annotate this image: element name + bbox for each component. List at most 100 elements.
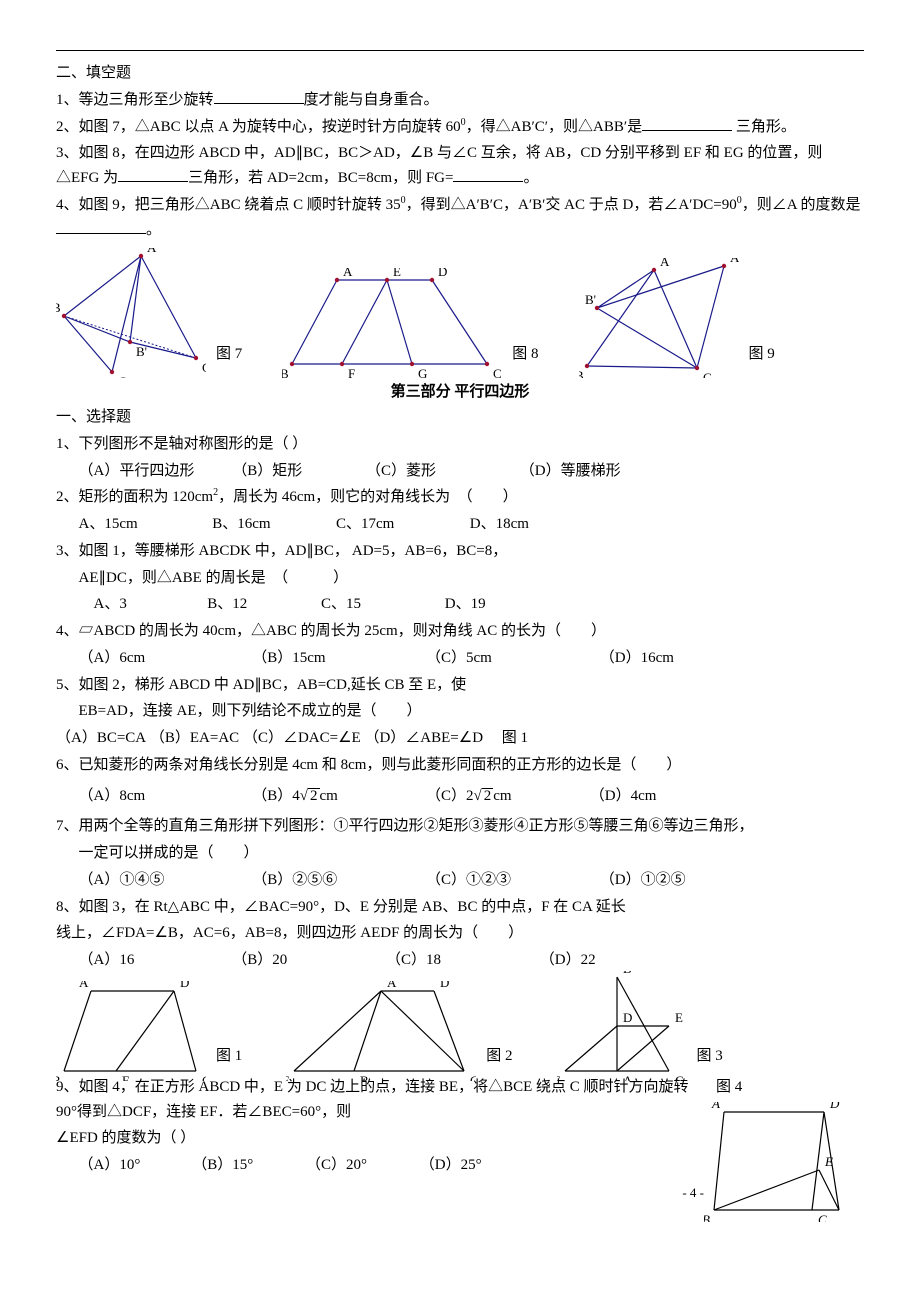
opt-b-pre: （B）4 [252, 784, 300, 809]
mc-q1-opts: （A）平行四边形 （B）矩形 （C）菱形 （D）等腰梯形 [56, 459, 864, 484]
svg-text:A: A [343, 268, 353, 279]
mc-q6: 6、已知菱形的两条对角线长分别是 4cm 和 8cm，则与此菱形同面积的正方形的… [56, 753, 864, 778]
mc-q8a: 8、如图 3，在 Rt△ABC 中，∠BAC=90°，D、E 分别是 AB、BC… [56, 895, 864, 920]
svg-text:B': B' [136, 344, 147, 359]
fill-q1-text: 1、等边三角形至少旋转 [56, 92, 214, 108]
mc-q3-opts: A、3 B、12 C、15 D、19 [56, 592, 864, 617]
opt-d: D、18cm [470, 512, 529, 537]
q2a: 2、矩形的面积为 120cm [56, 489, 213, 505]
q4a: 4、如图 9，把三角形△ABC 绕着点 C 顺时针旋转 35 [56, 197, 401, 213]
fill-q3: 3、如图 8，在四边形 ABCD 中，AD∥BC，BC＞AD，∠B 与∠C 互余… [56, 141, 864, 191]
mc-q1: 1、下列图形不是轴对称图形的是（ ） [56, 432, 864, 457]
opt-a: （A）16 [79, 948, 229, 973]
q3c: 。 [523, 170, 538, 186]
opt-c-pre: （C）2 [426, 784, 474, 809]
fill-heading: 二、填空题 [56, 61, 864, 86]
blank [118, 166, 188, 182]
figb2-svg-slot: ADEBC [286, 981, 476, 1081]
svg-text:E: E [675, 1010, 683, 1025]
opt-a: A、15cm [79, 512, 209, 537]
svg-text:E: E [393, 268, 401, 279]
blank [56, 218, 146, 234]
opt-c: （C）20° [306, 1153, 416, 1178]
mc-q7a: 7、用两个全等的直角三角形拼下列图形：①平行四边形②矩形③菱形④正方形⑤等腰三角… [56, 814, 864, 839]
opt-c-post: cm [493, 784, 511, 809]
figb1-label: 图 1 [216, 1044, 242, 1069]
q3b: 三角形，若 AD=2cm，BC=8cm，则 FG= [188, 170, 453, 186]
fill-q2: 2、如图 7，△ABC 以点 A 为旋转中心，按逆时针方向旋转 600，得△AB… [56, 115, 864, 140]
opt-c: （C）2√2 cm [426, 784, 586, 809]
opt-c: （C）菱形 [366, 459, 516, 484]
opt-b-post: cm [320, 784, 338, 809]
svg-text:D: D [440, 981, 449, 990]
top-figures-row: ABCB'C' 图 7 AEDBFGC 图 8 AA'B'BC 图 9 [56, 248, 864, 378]
sqrt-2: 2 [308, 788, 320, 804]
svg-text:A: A [711, 1102, 720, 1111]
opt-c: （C）①②③ [426, 868, 596, 893]
top-rule [56, 50, 864, 51]
opt-a: （A）①④⑤ [79, 868, 249, 893]
q2b: ，得△AB′C′，则△ABB′是 [466, 119, 643, 135]
mc-q4-opts: （A）6cm （B）15cm （C）5cm （D）16cm [56, 646, 864, 671]
mc-q3b: AE∥DC，则△ABE 的周长是 （ ） [56, 566, 864, 591]
svg-text:E: E [824, 1154, 833, 1169]
figb3-label: 图 3 [697, 1044, 723, 1069]
fig8-svg-slot: AEDBFGC [282, 268, 502, 378]
svg-text:A: A [387, 981, 397, 990]
fig9-label: 图 9 [749, 342, 775, 367]
figb3-svg-slot: BDEFAC [557, 971, 687, 1081]
fill-q1: 1、等边三角形至少旋转 度才能与自身重合。 [56, 88, 864, 113]
fig9-svg-slot: AA'B'BC [579, 258, 739, 378]
svg-text:A': A' [730, 258, 739, 265]
opt-b: （B）EA=AC [150, 726, 239, 751]
opt-a: （A）平行四边形 [79, 459, 229, 484]
figb1-svg-slot: ADBEC [56, 981, 206, 1081]
opt-d: D、19 [445, 592, 486, 617]
opt-c: （C）18 [386, 948, 536, 973]
svg-text:D: D [623, 1010, 632, 1025]
figb2-label: 图 2 [486, 1044, 512, 1069]
mc-q3a: 3、如图 1，等腰梯形 ABCDK 中，AD∥BC， AD=5，AB=6，BC=… [56, 539, 864, 564]
opt-b: （B）4√2 cm [252, 784, 422, 809]
fig7-label: 图 7 [216, 342, 242, 367]
mc-q7b: 一定可以拼成的是（ ） [56, 841, 864, 866]
blank [642, 115, 732, 131]
mc-q5b: EB=AD，连接 AE，则下列结论不成立的是（ ） [56, 699, 864, 724]
part3-title: 第三部分 平行四边形 [56, 380, 864, 405]
opt-a: （A）8cm [79, 784, 249, 809]
opt-a: （A）6cm [79, 646, 249, 671]
fig7-svg-slot: ABCB'C' [56, 248, 206, 378]
q4b: ，得到△A′B′C，A′B′交 AC 于点 D，若∠A′DC=90 [406, 197, 737, 213]
opt-a: （A）10° [79, 1153, 189, 1178]
fill-q1-tail: 度才能与自身重合。 [304, 92, 439, 108]
mc-q5a: 5、如图 2，梯形 ABCD 中 AD∥BC，AB=CD,延长 CB 至 E，使 [56, 673, 864, 698]
svg-text:B: B [282, 366, 289, 378]
fig8-label: 图 8 [512, 342, 538, 367]
opt-a: （A）BC=CA [56, 726, 146, 751]
opt-a: A、3 [94, 592, 204, 617]
svg-text:A: A [147, 248, 157, 255]
opt-b: （B）矩形 [232, 459, 362, 484]
svg-text:G: G [418, 366, 427, 378]
figb4-svg-slot: ADBCEF [704, 1102, 864, 1222]
svg-text:C': C' [202, 360, 206, 375]
mc-q6-opts: （A）8cm （B）4√2 cm （C）2√2 cm （D）4cm [56, 784, 864, 809]
opt-d: （D）16cm [600, 646, 674, 671]
mc-q5-opts: （A）BC=CA （B）EA=AC （C）∠DAC=∠E （D）∠ABE=∠D … [56, 726, 864, 751]
opt-d: （D）①②⑤ [600, 868, 686, 893]
opt-d: （D）4cm [590, 784, 657, 809]
svg-text:C: C [703, 370, 712, 378]
opt-d: （D）22 [540, 948, 596, 973]
svg-text:B: B [579, 368, 584, 378]
opt-c: C、17cm [336, 512, 466, 537]
svg-text:A: A [660, 258, 670, 269]
blank [214, 88, 304, 104]
opt-d: （D）25° [420, 1153, 482, 1178]
svg-text:D: D [180, 981, 189, 990]
svg-text:B: B [704, 1212, 710, 1222]
svg-text:B: B [623, 971, 632, 976]
fig1-tag: 图 1 [502, 726, 528, 751]
opt-b: B、12 [207, 592, 317, 617]
mc-q4: 4、▱ABCD 的周长为 40cm，△ABC 的周长为 25cm，则对角线 AC… [56, 619, 864, 644]
q2b: ，周长为 46cm，则它的对角线长为 （ ） [218, 489, 518, 505]
